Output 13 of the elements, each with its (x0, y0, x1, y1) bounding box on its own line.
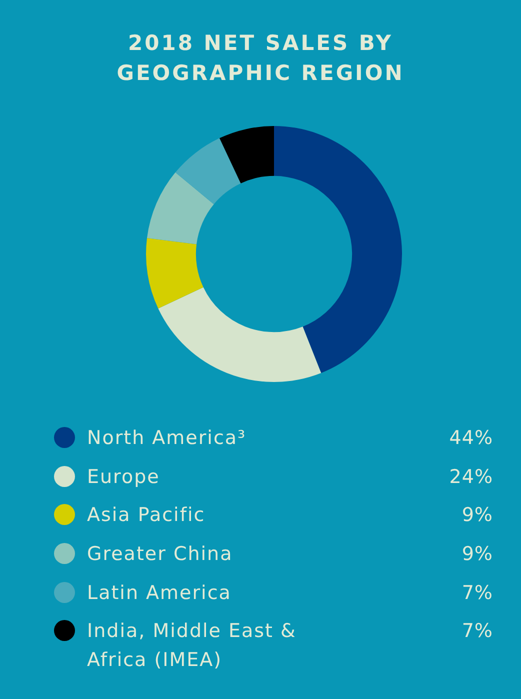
data-label: 24% (449, 464, 493, 490)
data-label: 44% (449, 426, 493, 451)
chart-title: 2018 NET SALES BY GEOGRAPHIC REGION (116, 30, 406, 87)
legend-label: Europe (87, 464, 161, 490)
legend-label: North America³ (87, 426, 248, 451)
data-label: 9% (462, 542, 493, 568)
legend-label: Asia Pacific (87, 503, 206, 528)
data-label: 7% (462, 580, 493, 606)
data-label: 9% (462, 503, 493, 528)
legend-label: Greater China (87, 542, 234, 568)
legend-label: India, Middle East & Africa (IMEA) (87, 619, 298, 674)
data-label: 7% (462, 619, 493, 644)
legend-label: Latin America (87, 580, 232, 606)
